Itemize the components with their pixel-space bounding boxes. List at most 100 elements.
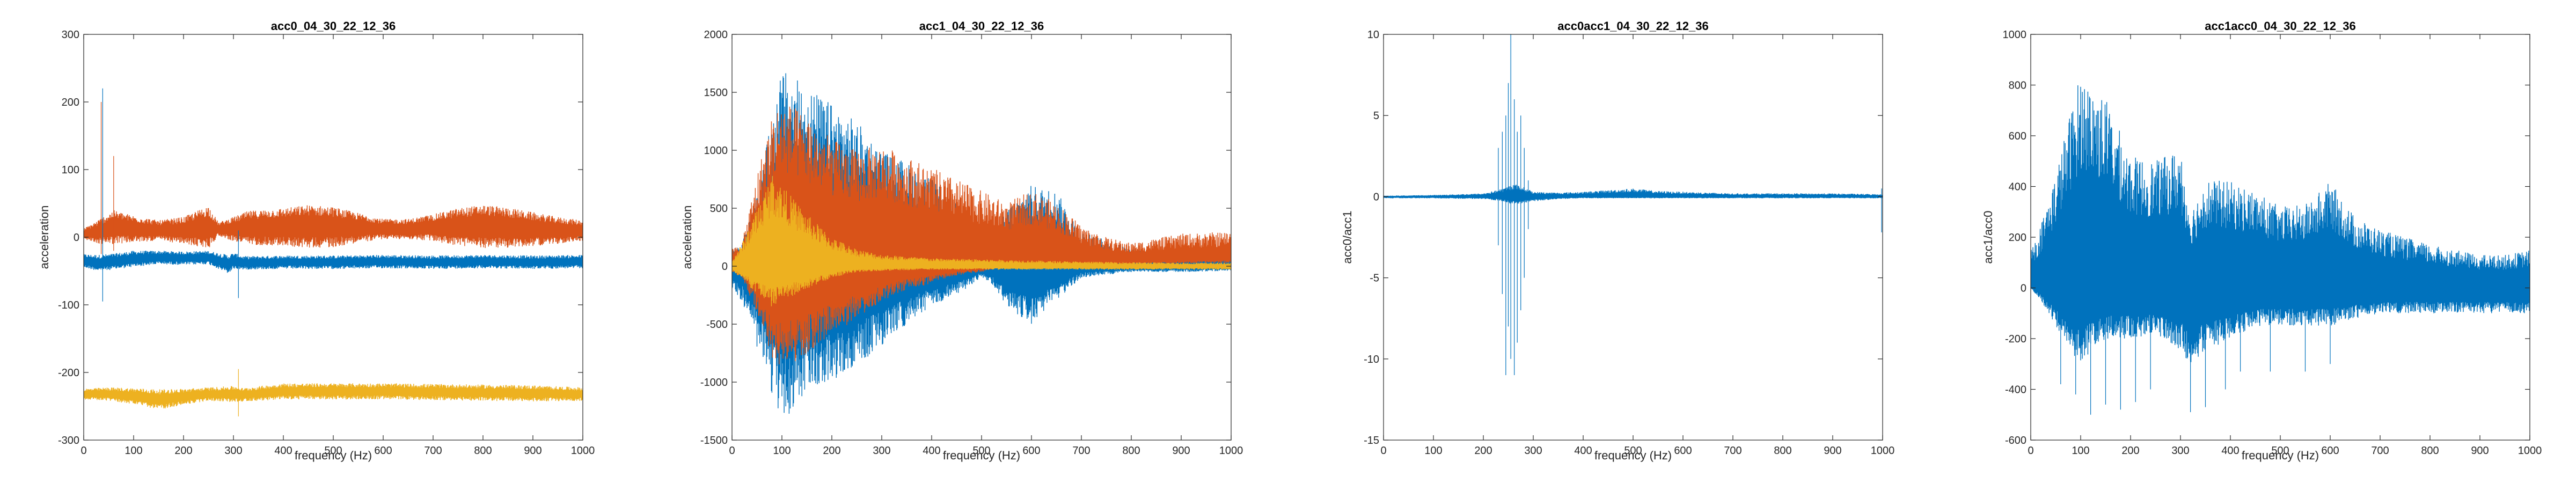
y-tick-label: -5 [1370, 273, 1379, 284]
x-tick-label: 600 [374, 445, 392, 457]
y-tick-label: -100 [58, 299, 79, 311]
y-tick-label: -15 [1364, 435, 1379, 447]
y-axis-label: acc0/acc1 [1341, 210, 1354, 264]
x-tick-label: 0 [2028, 445, 2033, 457]
x-tick-label: 900 [524, 445, 541, 457]
x-tick-label: 300 [873, 445, 890, 457]
x-tick-label: 800 [2421, 445, 2439, 457]
x-axis-label: frequency (Hz) [295, 449, 372, 462]
y-tick-label: 5 [1373, 110, 1379, 122]
x-tick-label: 900 [1824, 445, 1841, 457]
y-tick-label: 0 [722, 261, 728, 273]
y-tick-label: 100 [62, 164, 79, 176]
x-tick-label: 300 [2171, 445, 2189, 457]
y-tick-label: 800 [2009, 80, 2026, 92]
x-tick-label: 100 [125, 445, 142, 457]
x-tick-label: 700 [1072, 445, 1090, 457]
x-tick-label: 900 [2471, 445, 2489, 457]
x-tick-label: 300 [1524, 445, 1542, 457]
x-axis-label: frequency (Hz) [1594, 449, 1672, 462]
x-tick-label: 200 [823, 445, 840, 457]
y-tick-label: 500 [710, 203, 728, 215]
plot-area [732, 73, 1231, 414]
y-tick-label: -600 [2005, 435, 2026, 447]
y-tick-label: 200 [62, 97, 79, 108]
x-tick-label: 600 [1022, 445, 1040, 457]
series-1-line [1384, 185, 1883, 204]
subplot-3: acc0acc1_04_30_22_12_36 acc0/acc1 freque… [1341, 19, 1894, 462]
x-tick-label: 400 [1574, 445, 1592, 457]
x-tick-label: 700 [424, 445, 442, 457]
y-tick-label: 200 [2009, 232, 2026, 244]
x-tick-label: 800 [1774, 445, 1791, 457]
y-tick-label: -1000 [700, 377, 728, 389]
series-3-line [84, 383, 583, 408]
x-tick-label: 400 [923, 445, 940, 457]
series-2-line [84, 205, 583, 248]
x-tick-label: 400 [274, 445, 292, 457]
x-tick-label: 800 [474, 445, 492, 457]
x-tick-label: 600 [1674, 445, 1692, 457]
y-tick-label: 0 [74, 232, 79, 244]
x-tick-label: 300 [224, 445, 242, 457]
y-tick-label: -1500 [700, 435, 728, 447]
x-tick-label: 0 [80, 445, 86, 457]
x-tick-label: 1000 [1219, 445, 1243, 457]
x-tick-label: 100 [1424, 445, 1442, 457]
subplot-2: acc1_04_30_22_12_36 acceleration frequen… [680, 19, 1243, 462]
y-tick-label: -500 [706, 319, 728, 331]
x-tick-label: 1000 [1871, 445, 1895, 457]
subplot-4: acc1acc0_04_30_22_12_36 acc1/acc0 freque… [1981, 19, 2542, 462]
y-tick-label: -200 [2005, 333, 2026, 345]
y-tick-label: -200 [58, 367, 79, 379]
x-tick-label: 200 [1474, 445, 1492, 457]
x-tick-label: 800 [1122, 445, 1140, 457]
x-tick-label: 500 [972, 445, 990, 457]
y-tick-label: 1500 [704, 87, 728, 99]
x-tick-label: 1000 [2518, 445, 2542, 457]
x-tick-label: 500 [324, 445, 342, 457]
chart-title: acc0_04_30_22_12_36 [271, 19, 396, 33]
y-axis-label: acceleration [680, 206, 694, 269]
x-tick-label: 500 [1624, 445, 1642, 457]
x-tick-label: 0 [729, 445, 735, 457]
x-tick-label: 700 [1724, 445, 1741, 457]
x-axis-label: frequency (Hz) [2242, 449, 2319, 462]
y-tick-label: 300 [62, 29, 79, 41]
chart-title: acc0acc1_04_30_22_12_36 [1557, 19, 1708, 33]
x-tick-label: 600 [2321, 445, 2339, 457]
x-tick-label: 200 [174, 445, 192, 457]
x-tick-label: 500 [2271, 445, 2289, 457]
chart-title: acc1acc0_04_30_22_12_36 [2205, 19, 2355, 33]
x-axis-label: frequency (Hz) [943, 449, 1020, 462]
y-tick-label: 2000 [704, 29, 728, 41]
y-tick-label: -10 [1364, 354, 1379, 365]
series-3-line [732, 175, 1231, 306]
x-tick-label: 100 [773, 445, 791, 457]
y-axis-label: acc1/acc0 [1981, 210, 1995, 264]
y-tick-label: 1000 [704, 145, 728, 157]
series-2-line [732, 106, 1231, 364]
series-1-line [2031, 85, 2530, 362]
y-tick-label: -400 [2005, 384, 2026, 396]
y-tick-label: 0 [1373, 191, 1379, 203]
plot-area [84, 88, 583, 416]
x-tick-label: 1000 [571, 445, 595, 457]
plot-area [2031, 85, 2530, 415]
y-tick-label: 10 [1367, 29, 1379, 41]
y-tick-label: 400 [2009, 181, 2026, 193]
series-1-line [84, 251, 583, 273]
y-tick-label: 600 [2009, 130, 2026, 142]
x-tick-label: 200 [2121, 445, 2139, 457]
y-tick-label: 1000 [2003, 29, 2027, 41]
plot-area [1384, 34, 1883, 376]
y-axis-label: acceleration [38, 206, 51, 269]
x-tick-label: 100 [2072, 445, 2089, 457]
x-tick-label: 0 [1380, 445, 1386, 457]
y-tick-label: 0 [2021, 283, 2026, 295]
x-tick-label: 400 [2221, 445, 2239, 457]
y-tick-label: -300 [58, 435, 79, 447]
x-tick-label: 700 [2371, 445, 2389, 457]
x-tick-label: 900 [1172, 445, 1190, 457]
